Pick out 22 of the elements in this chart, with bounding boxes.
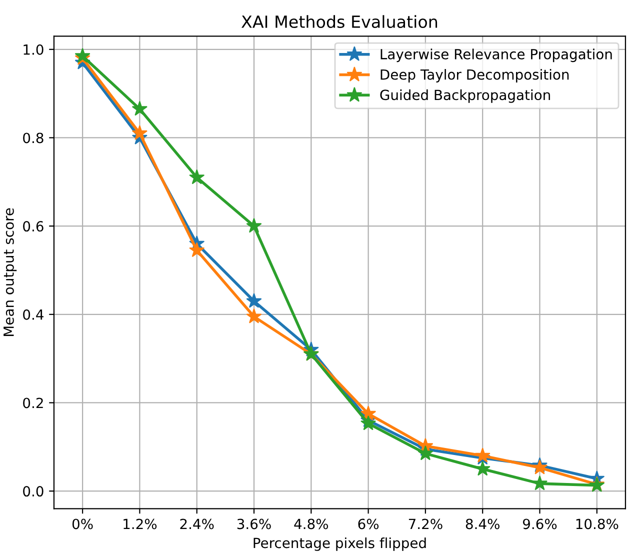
x-tick-label: 0% xyxy=(72,518,93,530)
y-tick-label: 0.0 xyxy=(23,486,44,497)
y-tick-label: 1.0 xyxy=(24,44,44,55)
legend-label: Guided Backpropagation xyxy=(380,89,550,103)
x-tick-label: 1.2% xyxy=(124,518,157,530)
y-tick-label: 0.4 xyxy=(23,309,44,320)
legend-label: Layerwise Relevance Propagation xyxy=(380,48,612,62)
x-axis-title: Percentage pixels flipped xyxy=(254,537,426,551)
x-tick-label: 7.2% xyxy=(408,518,442,530)
x-tick-label: 3.6% xyxy=(237,518,271,530)
x-tick-label: 6% xyxy=(358,518,379,530)
y-axis-title: Mean output score xyxy=(4,208,17,336)
chart-title: XAI Methods Evaluation xyxy=(241,15,438,28)
legend-label: Deep Taylor Decomposition xyxy=(380,69,569,82)
y-tick-label: 0.2 xyxy=(23,398,43,408)
x-tick-label: 9.6% xyxy=(522,518,557,530)
x-tick-label: 8.4% xyxy=(466,518,500,530)
y-tick-label: 0.6 xyxy=(23,221,44,232)
y-tick-label: 0.8 xyxy=(23,132,44,144)
x-tick-label: 4.8% xyxy=(294,518,328,530)
x-tick-label: 2.4% xyxy=(180,518,214,530)
x-tick-label: 10.8% xyxy=(576,518,618,530)
